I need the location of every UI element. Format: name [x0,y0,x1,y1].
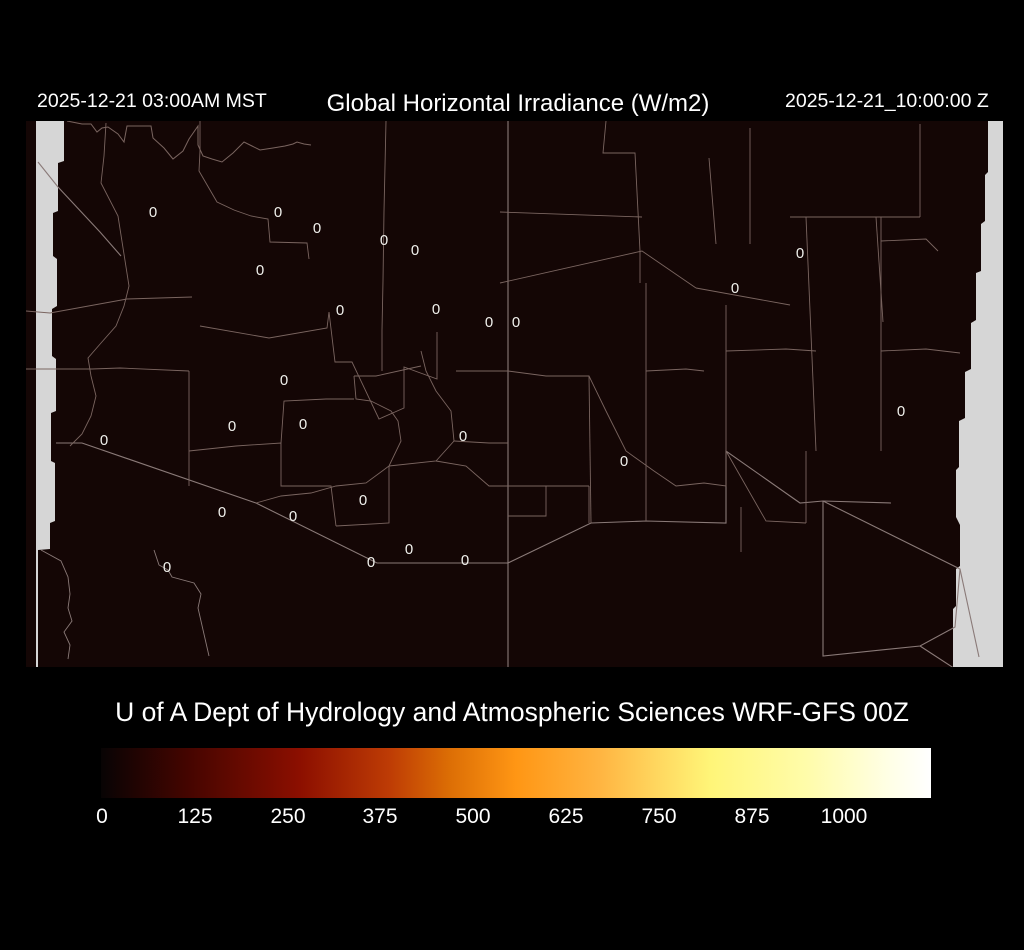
svg-text:0: 0 [274,204,282,221]
svg-text:0: 0 [359,492,367,509]
svg-text:0: 0 [228,418,236,435]
svg-text:0: 0 [100,432,108,449]
svg-text:0: 0 [411,242,419,259]
svg-text:0: 0 [796,245,804,262]
svg-text:0: 0 [459,428,467,445]
svg-text:0: 0 [432,301,440,318]
svg-text:0: 0 [218,504,226,521]
svg-text:0: 0 [461,552,469,569]
svg-text:0: 0 [289,508,297,525]
svg-text:0: 0 [149,204,157,221]
svg-text:0: 0 [367,554,375,571]
svg-text:0: 0 [163,559,171,576]
svg-text:0: 0 [405,541,413,558]
svg-text:0: 0 [485,314,493,331]
svg-text:0: 0 [299,416,307,433]
svg-text:0: 0 [731,280,739,297]
svg-text:0: 0 [256,262,264,279]
svg-text:0: 0 [380,232,388,249]
svg-text:0: 0 [280,372,288,389]
svg-text:0: 0 [313,220,321,237]
svg-text:0: 0 [512,314,520,331]
svg-text:0: 0 [336,302,344,319]
svg-text:0: 0 [897,403,905,420]
svg-text:0: 0 [620,453,628,470]
